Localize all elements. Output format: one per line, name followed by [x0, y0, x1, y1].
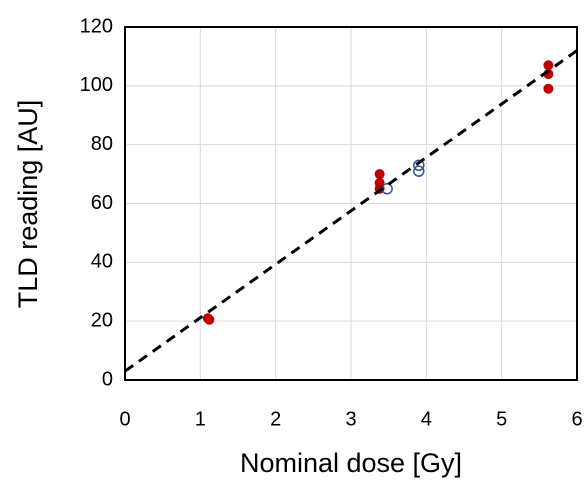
- data-point: [374, 169, 385, 180]
- y-tick-label: 80: [91, 133, 113, 155]
- x-tick-label: 6: [571, 408, 582, 430]
- y-tick-label: 60: [91, 192, 113, 214]
- x-tick-label: 2: [270, 408, 281, 430]
- data-point: [543, 60, 554, 71]
- x-tick-label: 3: [345, 408, 356, 430]
- y-tick-label: 20: [91, 309, 113, 331]
- data-point: [413, 165, 425, 177]
- x-axis-label: Nominal dose [Gy]: [240, 448, 462, 478]
- y-tick-label: 120: [80, 15, 113, 37]
- data-point: [204, 314, 215, 325]
- y-tick-label: 100: [80, 74, 113, 96]
- y-tick-label: 40: [91, 251, 113, 273]
- plot-border: [124, 26, 578, 381]
- x-tick-label: 5: [496, 408, 507, 430]
- y-tick-label: 0: [102, 368, 113, 390]
- x-tick-label: 4: [421, 408, 432, 430]
- x-tick-label: 1: [195, 408, 206, 430]
- x-tick-label: 0: [119, 408, 130, 430]
- data-point: [413, 159, 425, 172]
- data-point: [543, 83, 554, 94]
- trend-line: [124, 49, 578, 373]
- y-axis-label: TLD reading [AU]: [13, 100, 43, 309]
